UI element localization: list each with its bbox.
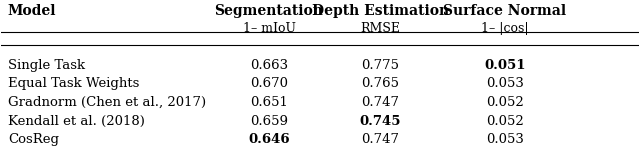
Text: CosReg: CosReg: [8, 133, 59, 146]
Text: RMSE: RMSE: [360, 22, 401, 35]
Text: 0.745: 0.745: [360, 115, 401, 128]
Text: 1– mIoU: 1– mIoU: [243, 22, 296, 35]
Text: Single Task: Single Task: [8, 59, 85, 72]
Text: 0.765: 0.765: [362, 77, 399, 90]
Text: 0.670: 0.670: [250, 77, 288, 90]
Text: Segmentation: Segmentation: [214, 4, 323, 18]
Text: 0.747: 0.747: [362, 96, 399, 109]
Text: Model: Model: [8, 4, 56, 18]
Text: 0.663: 0.663: [250, 59, 288, 72]
Text: 0.646: 0.646: [248, 133, 290, 146]
Text: Gradnorm (Chen et al., 2017): Gradnorm (Chen et al., 2017): [8, 96, 206, 109]
Text: 0.775: 0.775: [362, 59, 399, 72]
Text: 0.651: 0.651: [250, 96, 288, 109]
Text: 0.053: 0.053: [486, 133, 524, 146]
Text: 0.659: 0.659: [250, 115, 288, 128]
Text: 0.051: 0.051: [484, 59, 525, 72]
Text: 0.747: 0.747: [362, 133, 399, 146]
Text: Equal Task Weights: Equal Task Weights: [8, 77, 139, 90]
Text: Surface Normal: Surface Normal: [444, 4, 566, 18]
Text: Depth Estimation: Depth Estimation: [312, 4, 449, 18]
Text: 1– |cos|: 1– |cos|: [481, 22, 529, 35]
Text: Kendall et al. (2018): Kendall et al. (2018): [8, 115, 145, 128]
Text: 0.052: 0.052: [486, 115, 524, 128]
Text: 0.052: 0.052: [486, 96, 524, 109]
Text: 0.053: 0.053: [486, 77, 524, 90]
